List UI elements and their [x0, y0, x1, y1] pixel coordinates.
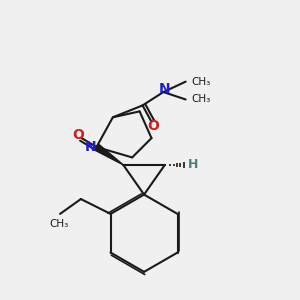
Text: CH₃: CH₃ — [191, 76, 210, 87]
Text: CH₃: CH₃ — [49, 219, 68, 229]
Text: O: O — [73, 128, 85, 142]
Text: CH₃: CH₃ — [191, 94, 210, 104]
Text: N: N — [159, 82, 171, 96]
Text: O: O — [147, 119, 159, 133]
Text: H: H — [188, 158, 198, 171]
Text: N: N — [85, 140, 96, 154]
Polygon shape — [94, 144, 123, 165]
